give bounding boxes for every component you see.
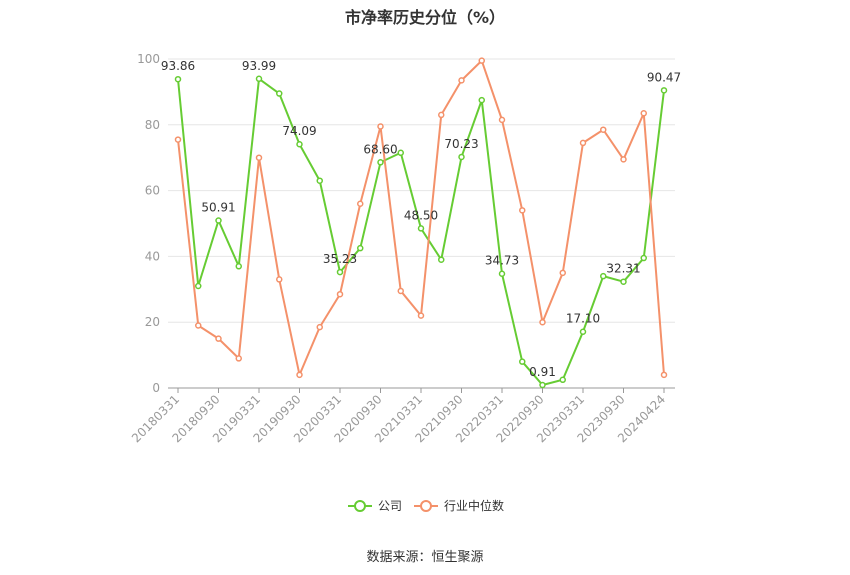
industry-median-point — [174, 136, 182, 143]
industry-median-point — [316, 323, 323, 331]
company-point — [397, 149, 404, 157]
company-point — [539, 381, 546, 389]
industry-median-point — [357, 200, 364, 208]
y-tick-label: 100 — [137, 52, 160, 66]
industry-median-point — [539, 318, 546, 326]
legend-item-industry-median: 行业中位数 — [444, 498, 504, 513]
company-point — [235, 263, 242, 270]
data-label: 90.47 — [647, 70, 681, 84]
industry-median-point — [660, 371, 668, 379]
company-point — [600, 272, 607, 280]
industry-median-point — [255, 154, 263, 161]
company-point — [478, 96, 485, 104]
industry-median-point — [336, 290, 344, 298]
company-point — [579, 328, 587, 335]
series — [174, 57, 668, 389]
legend: 公司 行业中位数 — [348, 498, 504, 513]
industry-median-point — [519, 207, 526, 214]
data-label: 70.23 — [444, 137, 478, 151]
data-label: 68.60 — [363, 142, 397, 156]
company-point — [640, 254, 647, 262]
legend-swatch-marker — [354, 500, 366, 512]
company-point — [417, 225, 425, 232]
industry-median-point — [579, 139, 587, 147]
company-point — [357, 244, 364, 252]
company-point — [296, 140, 303, 148]
company-point — [195, 282, 202, 290]
gridlines — [168, 58, 675, 323]
data-label: 32.31 — [606, 262, 640, 276]
industry-median-point — [620, 156, 627, 163]
company-point — [519, 358, 526, 365]
industry-median-point — [276, 276, 283, 283]
legend-item-company: 公司 — [378, 499, 402, 513]
industry-median-point — [377, 123, 384, 130]
source-note: 数据来源：恒生聚源 — [366, 550, 484, 565]
company-point — [559, 376, 566, 384]
data-label: 50.91 — [201, 201, 235, 215]
y-tick-label: 60 — [145, 184, 160, 198]
company-point — [316, 177, 323, 184]
company-point — [377, 159, 384, 166]
data-label: 35.23 — [323, 252, 357, 266]
industry-median-point — [478, 57, 485, 64]
data-label: 17.10 — [566, 312, 600, 326]
industry-median-point — [397, 287, 404, 295]
y-tick-label: 40 — [145, 249, 160, 263]
company-point — [336, 268, 344, 276]
industry-median-point — [417, 312, 425, 319]
data-label: 34.73 — [485, 254, 519, 268]
industry-median-point — [296, 371, 303, 379]
industry-median-point — [458, 77, 465, 84]
company-point — [255, 75, 263, 83]
industry-median-point — [235, 355, 242, 362]
industry-median-point — [498, 116, 506, 124]
data-label: 74.09 — [282, 124, 316, 138]
company-point — [438, 256, 445, 263]
industry-median-point — [640, 110, 647, 117]
industry-median-point — [559, 269, 566, 277]
company-point — [498, 270, 506, 277]
company-point — [174, 75, 182, 83]
industry-median-point — [215, 335, 222, 342]
axes: 0204060801002018033120180930201903312019… — [129, 52, 675, 445]
y-tick-label: 20 — [145, 315, 160, 329]
y-tick-label: 80 — [145, 118, 160, 132]
data-label: 48.50 — [404, 208, 438, 222]
data-label: 0.91 — [529, 365, 556, 379]
company-point — [660, 87, 668, 94]
data-labels: 93.86 50.91 93.99 74.09 35.23 68.60 48.50 70.23… — [161, 59, 681, 379]
data-label: 93.99 — [242, 59, 276, 73]
industry-median-point — [600, 126, 607, 133]
legend-swatch-marker — [420, 500, 432, 512]
company-point — [620, 278, 627, 285]
company-point — [458, 153, 465, 161]
y-tick-label: 0 — [152, 381, 160, 395]
industry-median-point — [438, 111, 445, 119]
company-point — [276, 90, 283, 97]
data-label: 93.86 — [161, 59, 195, 73]
chart-title: 市净率历史分位（%） — [344, 8, 506, 27]
company-point — [215, 217, 222, 224]
industry-median-point — [195, 322, 202, 329]
